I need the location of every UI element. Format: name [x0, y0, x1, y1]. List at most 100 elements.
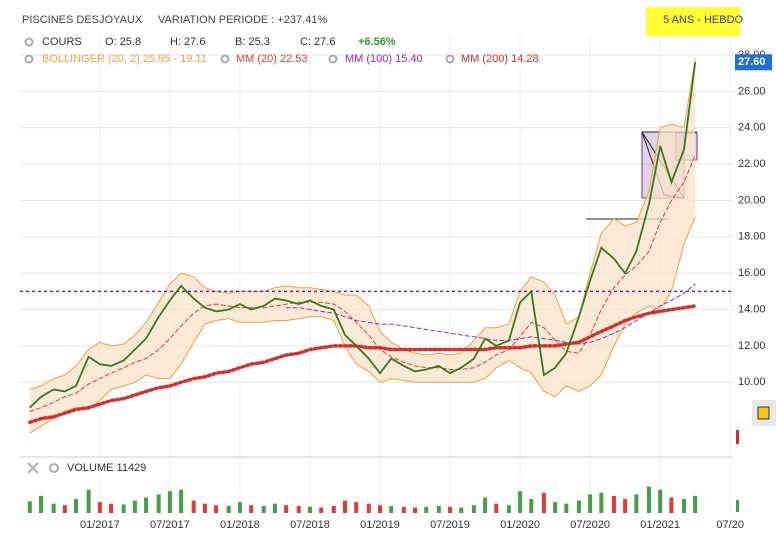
volume-bar: [518, 491, 523, 513]
legend-name: MM (200): [461, 53, 508, 65]
settings-icon[interactable]: [24, 37, 34, 47]
legend-value: 15.40: [395, 53, 423, 65]
x-tick-label: 01/2018: [220, 519, 260, 531]
volume-bar: [494, 503, 499, 513]
volume-bar: [319, 507, 324, 513]
volume-bar: [471, 505, 476, 513]
volume-bar: [167, 491, 172, 513]
settings-icon[interactable]: [220, 54, 230, 64]
side-icon[interactable]: [757, 406, 770, 420]
legend-name: MM (20): [236, 53, 277, 65]
volume-bar: [284, 505, 289, 513]
volume-bar: [424, 506, 429, 513]
bollinger-lower: [29, 216, 696, 434]
volume-bar: [401, 506, 406, 513]
volume-bar: [191, 500, 196, 513]
volume-bar: [681, 499, 686, 513]
close-icon[interactable]: [27, 462, 39, 474]
volume-bar: [611, 495, 616, 513]
volume-bar: [576, 500, 581, 513]
y-tick-label: 24.00: [738, 122, 766, 134]
volume-bar: [413, 507, 418, 513]
bollinger-fill: [29, 58, 696, 434]
volume-bar: [121, 504, 126, 513]
volume-bar: [448, 506, 453, 513]
legend-name: MM (100): [345, 53, 392, 65]
volume-bar: [529, 499, 534, 513]
legend-value: 25.95 - 19.11: [143, 53, 207, 65]
volume-bar: [214, 505, 219, 513]
x-tick-label: 07/2020: [570, 519, 610, 531]
legend-name: BOLLINGER (20, 2): [42, 53, 140, 65]
period[interactable]: 5 ANS - HEBDO: [663, 14, 744, 26]
volume-bar: [366, 503, 371, 513]
variation: VARIATION PERIODE : +237.41%: [158, 14, 327, 26]
volume-bar: [389, 506, 394, 513]
volume-bar: [62, 505, 67, 513]
period-highlight[interactable]: [646, 7, 740, 36]
settings-icon[interactable]: [445, 54, 455, 64]
volume-bar: [331, 506, 336, 513]
volume-bar: [86, 489, 91, 513]
volume-bar: [588, 494, 593, 513]
volume-bar: [237, 502, 242, 513]
volume-bar: [564, 503, 569, 513]
legend-change: +6.56%: [358, 36, 396, 48]
volume-bar: [179, 489, 184, 513]
volume-bar: [156, 494, 161, 513]
settings-icon[interactable]: [24, 54, 34, 64]
volume-bar: [97, 502, 102, 513]
x-tick-label: 07/20: [716, 519, 744, 531]
legend-high: H: 27.6: [170, 36, 205, 48]
legend-value: 14.28: [511, 53, 539, 65]
y-tick-label: 18.00: [738, 231, 766, 243]
x-tick-label: 01/2019: [360, 519, 400, 531]
volume-legend: VOLUME 11429: [67, 462, 146, 474]
x-tick-label: 01/2020: [500, 519, 540, 531]
volume-bar: [669, 497, 674, 513]
volume-bar: [693, 495, 698, 513]
volume-bar: [51, 503, 56, 513]
legend-mm200: MM (200) 14.28: [461, 53, 539, 65]
volume-bar: [132, 500, 137, 513]
volume-bar: [436, 506, 441, 513]
y-tick-label: 16.00: [738, 267, 766, 279]
legend-open: O: 25.8: [105, 36, 141, 48]
settings-icon[interactable]: [49, 463, 59, 473]
legend-close: C: 27.6: [300, 36, 335, 48]
moving-average: [285, 283, 696, 345]
bollinger-upper: [29, 58, 696, 390]
volume-bar: [74, 499, 79, 513]
legend-price: COURS: [42, 36, 82, 48]
y-tick-label: 14.00: [738, 303, 766, 315]
volume-bar: [272, 503, 277, 513]
stock-name: PISCINES DESJOYAUX: [22, 14, 143, 26]
volume-bar: [541, 492, 546, 513]
y-tick-label: 12.00: [738, 340, 766, 352]
x-tick-label: 01/2017: [80, 519, 120, 531]
side-marker: [736, 430, 739, 444]
x-tick-label: 01/2021: [640, 519, 680, 531]
volume-bar: [249, 505, 254, 513]
volume-bar: [354, 502, 359, 513]
volume-bar: [658, 489, 663, 513]
volume-bar: [296, 506, 301, 513]
volume-bar: [623, 499, 628, 513]
x-tick-label: 07/2018: [290, 519, 330, 531]
volume-bar: [378, 505, 383, 513]
legend-value: 22.53: [280, 53, 308, 65]
y-tick-label: 20.00: [738, 194, 766, 206]
volume-bar: [109, 503, 114, 513]
volume-bar: [483, 497, 488, 513]
settings-icon[interactable]: [328, 54, 338, 64]
volume-bar: [342, 500, 347, 513]
moving-average: [29, 154, 696, 412]
volume-bar: [226, 506, 231, 513]
side-marker: [736, 500, 739, 512]
y-tick-label: 22.00: [738, 158, 766, 170]
volume-bar: [599, 492, 604, 513]
legend-mm20: MM (20) 22.53: [236, 53, 308, 65]
volume-bar: [506, 505, 511, 513]
y-tick-label: 26.00: [738, 85, 766, 97]
